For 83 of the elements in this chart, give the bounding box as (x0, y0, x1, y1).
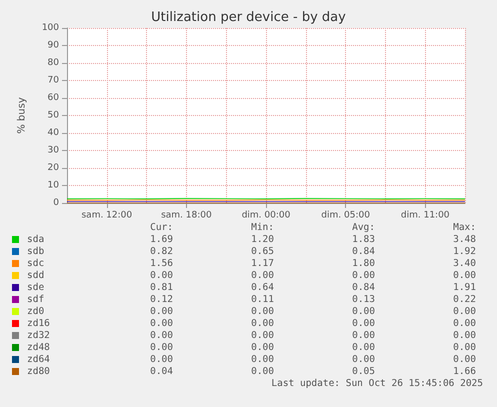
y-tick-label: 80 (48, 58, 60, 68)
text: 0.64 (250, 282, 274, 294)
text: 1.91 (452, 282, 476, 294)
text: 0.00 (452, 318, 476, 330)
text: 0.00 (351, 342, 375, 354)
legend-label: sdb (26, 246, 46, 258)
legend-label: sdc (26, 258, 46, 270)
text: Max: (452, 222, 476, 234)
text: Cur: (149, 222, 173, 234)
x-tick-label: dim. 11:00 (400, 210, 450, 220)
text: 0.05 (351, 366, 375, 378)
text: 0.12 (149, 294, 173, 306)
text: 0.00 (452, 354, 476, 366)
x-tick-label: dim. 00:00 (242, 210, 291, 220)
text: Avg: (351, 222, 375, 234)
text: 0.00 (250, 306, 274, 318)
text: 0.00 (452, 342, 476, 354)
text: 0.00 (149, 318, 173, 330)
text: 0.00 (452, 330, 476, 342)
y-tick-label: 0 (53, 198, 60, 208)
text: 0.00 (250, 354, 274, 366)
text: 0.22 (452, 294, 476, 306)
text: 1.80 (351, 258, 375, 270)
y-tick-label: 20 (48, 163, 60, 173)
text: 1.92 (452, 246, 476, 258)
legend-label: sdf (26, 294, 46, 306)
y-tick-label: 90 (48, 40, 60, 50)
text: 0.00 (351, 306, 375, 318)
legend-label: zd80 (26, 366, 51, 378)
text: 3.48 (452, 234, 476, 246)
x-tick-label: sam. 12:00 (81, 210, 132, 220)
text: 0.04 (149, 366, 173, 378)
text: 0.00 (149, 270, 173, 282)
text: 0.00 (149, 306, 173, 318)
text: 0.13 (351, 294, 375, 306)
y-tick-label: 30 (48, 146, 60, 156)
legend-label: zd16 (26, 318, 51, 330)
text: 0.82 (149, 246, 173, 258)
x-tick-label: dim. 05:00 (321, 210, 370, 220)
legend-label: sde (26, 282, 46, 294)
text: 0.00 (452, 270, 476, 282)
text: 0.00 (149, 342, 173, 354)
text: 0.00 (351, 270, 375, 282)
text: 0.00 (250, 342, 274, 354)
text: 0.00 (250, 330, 274, 342)
text: 0.11 (250, 294, 274, 306)
text: 0.00 (351, 354, 375, 366)
y-tick-label: 10 (48, 180, 60, 190)
text: 0.00 (149, 330, 173, 342)
text: 0.84 (351, 282, 375, 294)
legend-label: zd32 (26, 330, 51, 342)
text: 1.83 (351, 234, 375, 246)
text: 3.40 (452, 258, 476, 270)
text: 0.00 (351, 330, 375, 342)
text: 1.20 (250, 234, 274, 246)
text: 0.00 (250, 270, 274, 282)
text: Min: (250, 222, 274, 234)
text: 0.65 (250, 246, 274, 258)
legend-label: sda (26, 234, 46, 246)
text: 0.00 (452, 306, 476, 318)
y-tick-label: 50 (48, 110, 60, 120)
text: 0.84 (351, 246, 375, 258)
text: 0.81 (149, 282, 173, 294)
text: Last update: Sun Oct 26 15:45:06 2025 (271, 378, 483, 389)
text: 1.66 (452, 366, 476, 378)
y-tick-label: 70 (48, 76, 60, 86)
chart-title: Utilization per device - by day (151, 10, 346, 25)
legend-label: zd64 (26, 354, 51, 366)
legend-label: zd48 (26, 342, 51, 354)
text: 1.56 (149, 258, 173, 270)
y-tick-label: 100 (42, 23, 60, 33)
text: 0.00 (149, 354, 173, 366)
text: 0.00 (250, 318, 274, 330)
legend-label: zd0 (26, 306, 46, 318)
x-tick-label: sam. 18:00 (161, 210, 212, 220)
y-axis-title: % busy (16, 97, 28, 134)
text: 1.17 (250, 258, 274, 270)
text: 0.00 (250, 366, 274, 378)
text: 0.00 (351, 318, 375, 330)
y-tick-label: 60 (48, 93, 60, 103)
text: 1.69 (149, 234, 173, 246)
legend-label: sdd (26, 270, 46, 282)
y-tick-label: 40 (48, 128, 60, 138)
